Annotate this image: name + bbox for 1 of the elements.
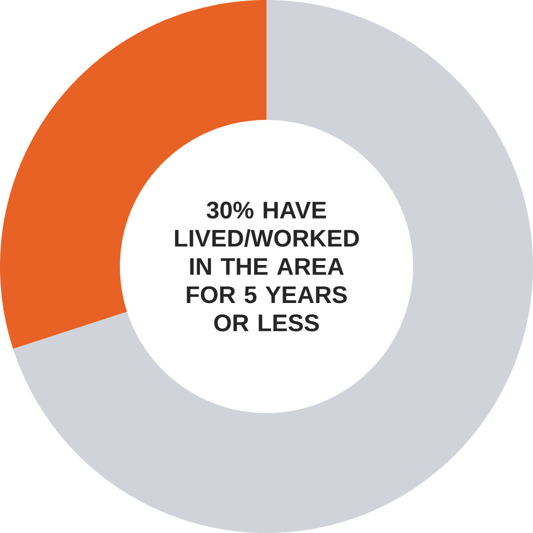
text: 30% HAVE LIVED/WORKED IN THE AREA FOR 5 YEARS OR LESS bbox=[175, 202, 359, 332]
